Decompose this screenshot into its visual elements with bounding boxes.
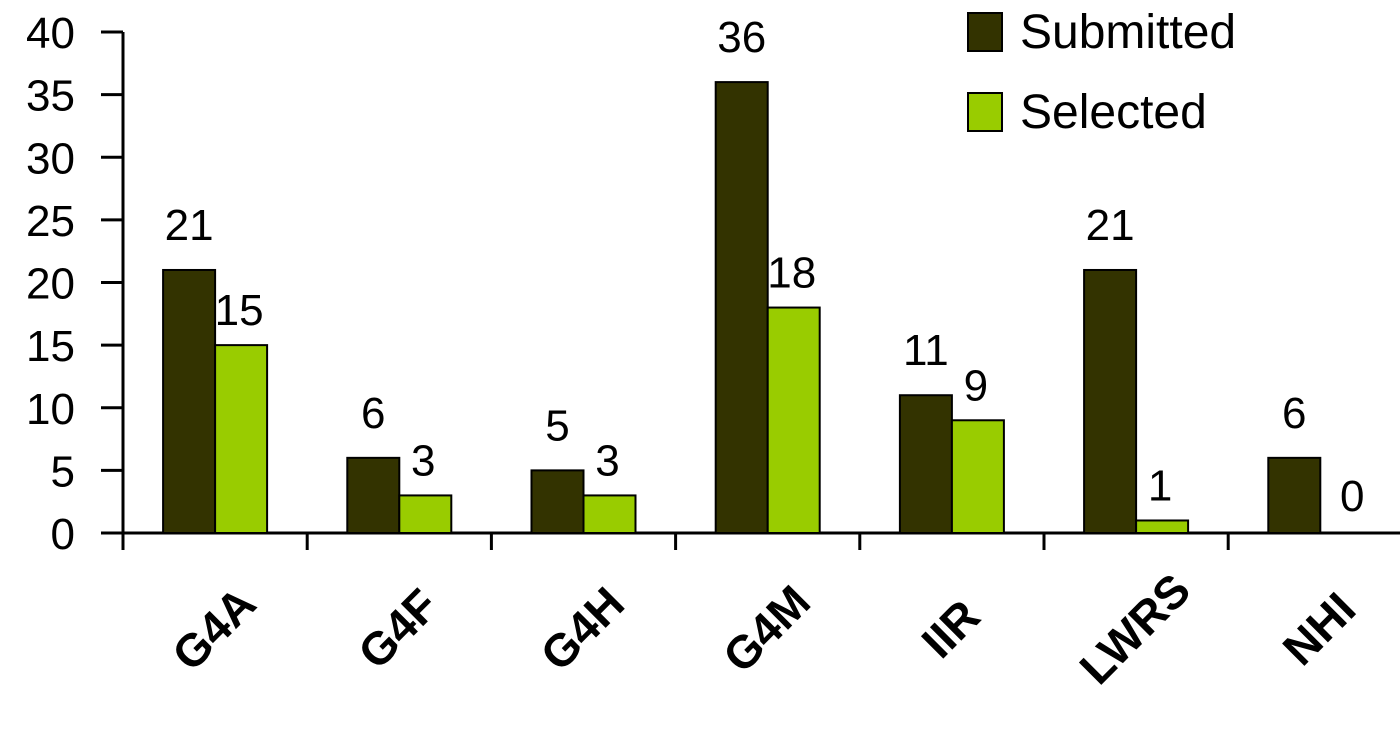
data-label-selected-lwrs: 1 xyxy=(1148,461,1172,510)
bar-submitted-nhi xyxy=(1267,456,1322,535)
data-label-submitted-lwrs: 21 xyxy=(1086,201,1135,250)
data-label-submitted-g4m: 36 xyxy=(717,13,766,62)
data-label-selected-g4m: 18 xyxy=(767,249,816,298)
y-tick-label: 0 xyxy=(51,510,75,559)
legend-swatch-submitted xyxy=(967,12,1003,52)
chart-legend: Submitted Selected xyxy=(967,6,1236,139)
bar-submitted-g4m xyxy=(714,81,769,534)
legend-label-submitted: Submitted xyxy=(1020,6,1236,59)
data-label-selected-nhi: 0 xyxy=(1340,472,1364,521)
data-label-selected-iir: 9 xyxy=(964,361,988,410)
bar-selected-g4f xyxy=(398,494,453,534)
data-label-submitted-nhi: 6 xyxy=(1282,389,1306,438)
bar-selected-lwrs xyxy=(1135,519,1190,534)
y-tick-label: 25 xyxy=(26,197,75,246)
x-category-label: G4F xyxy=(348,579,448,679)
y-tick-label: 30 xyxy=(26,134,75,183)
bar-submitted-g4h xyxy=(530,469,585,534)
y-tick-label: 15 xyxy=(26,322,75,371)
bar-selected-g4a xyxy=(214,344,269,534)
bar-submitted-g4a xyxy=(162,268,217,534)
bar-selected-iir xyxy=(950,419,1005,534)
y-tick-label: 35 xyxy=(26,72,75,121)
data-label-submitted-iir: 11 xyxy=(903,326,949,375)
x-category-label: IIR xyxy=(911,590,989,668)
data-label-selected-g4f: 3 xyxy=(411,436,435,485)
y-tick-label: 10 xyxy=(26,385,75,434)
bar-submitted-lwrs xyxy=(1083,268,1138,534)
data-label-submitted-g4f: 6 xyxy=(361,389,385,438)
x-category-label: G4A xyxy=(162,577,266,681)
data-label-submitted-g4a: 21 xyxy=(165,201,214,250)
bar-selected-g4m xyxy=(766,306,821,534)
x-category-label: G4M xyxy=(713,575,820,682)
bar-selected-g4h xyxy=(582,494,637,534)
data-label-selected-g4a: 15 xyxy=(215,286,264,335)
x-category-label: G4H xyxy=(530,577,634,681)
y-tick-label: 20 xyxy=(26,260,75,309)
y-tick-label: 5 xyxy=(51,447,75,496)
y-tick-label: 40 xyxy=(26,9,75,58)
legend-swatch-selected xyxy=(967,92,1003,132)
bar-submitted-g4f xyxy=(346,456,401,535)
chart-category-labels: G4A G4F G4H G4M IIR LWRS NHI xyxy=(162,563,1365,694)
x-category-label: LWRS xyxy=(1069,563,1200,694)
x-category-label: NHI xyxy=(1273,582,1366,675)
legend-label-selected: Selected xyxy=(1020,86,1207,139)
data-label-submitted-g4h: 5 xyxy=(545,401,569,450)
bar-submitted-iir xyxy=(898,394,953,534)
chart-bars xyxy=(162,81,1322,535)
data-label-selected-g4h: 3 xyxy=(595,436,619,485)
